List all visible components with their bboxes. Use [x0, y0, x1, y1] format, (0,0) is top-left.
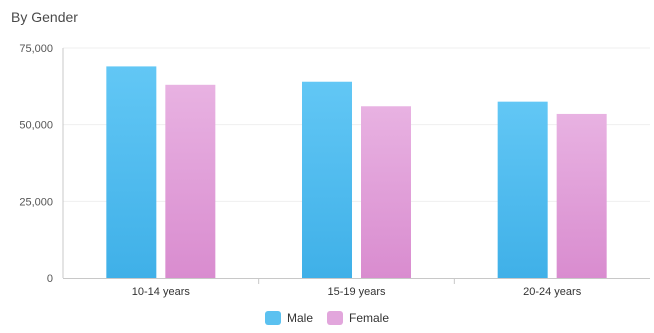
legend-swatch-male — [264, 311, 281, 325]
legend: Male Female — [0, 311, 654, 325]
x-tick-label: 20-24 years — [523, 286, 582, 298]
y-tick-label: 75,000 — [19, 43, 53, 55]
legend-label-male: Male — [286, 311, 313, 325]
legend-swatch-female — [327, 311, 343, 325]
x-tick-label: 15-19 years — [327, 286, 386, 298]
bar-male-2[interactable] — [302, 81, 352, 278]
bar-female-3[interactable] — [556, 113, 607, 278]
legend-item-female[interactable]: Female — [327, 311, 389, 325]
legend-item-male[interactable]: Male — [264, 311, 313, 325]
bar-female-2[interactable] — [361, 106, 411, 279]
chart-title: By Gender — [11, 9, 78, 25]
bar-male-3[interactable] — [497, 101, 548, 279]
y-tick-label: 25,000 — [19, 196, 53, 208]
x-tick-label: 10-14 years — [132, 286, 191, 298]
bar-female-1[interactable] — [165, 84, 216, 278]
y-tick-label: 0 — [47, 273, 53, 285]
bar-male-1[interactable] — [106, 66, 157, 279]
legend-label-female: Female — [349, 311, 390, 325]
y-tick-label: 50,000 — [19, 120, 53, 132]
